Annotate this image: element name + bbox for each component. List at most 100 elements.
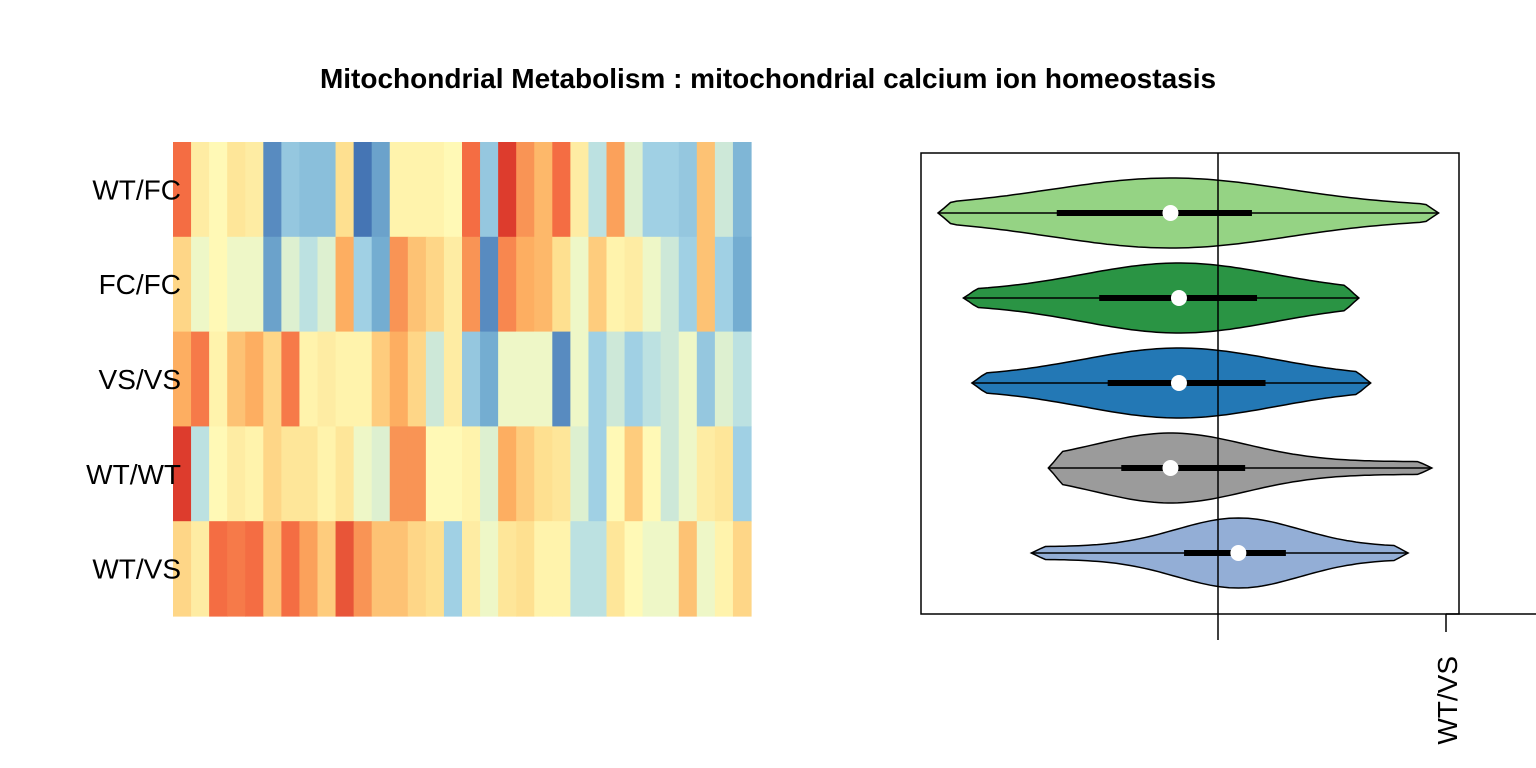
heatmap-cell xyxy=(624,236,644,333)
heatmap-cell xyxy=(642,236,662,333)
heatmap-cell xyxy=(173,142,192,238)
heatmap-cell xyxy=(606,142,626,238)
heatmap-cell xyxy=(173,426,192,522)
heatmap-cell xyxy=(660,521,680,617)
violin-wt-fc xyxy=(936,177,1440,249)
heatmap-cell xyxy=(714,331,734,427)
violin-vs-vs xyxy=(970,347,1372,419)
heatmap-cell xyxy=(245,521,264,617)
violin-median-point xyxy=(1162,205,1179,221)
heatmap-cell xyxy=(570,331,590,427)
heatmap-cell xyxy=(353,426,373,522)
heatmap-cell xyxy=(678,236,698,333)
heatmap-cell xyxy=(552,142,571,238)
heatmap-cell xyxy=(209,331,228,427)
heatmap-cell xyxy=(191,521,210,617)
heatmap-cell xyxy=(353,236,373,333)
heatmap-cell xyxy=(245,236,264,333)
heatmap-cell xyxy=(570,236,590,333)
heatmap-cell xyxy=(443,331,463,427)
heatmap-cell xyxy=(534,142,553,238)
heatmap-cell xyxy=(678,142,698,238)
heatmap-cell xyxy=(353,331,373,427)
heatmap-cell xyxy=(480,521,499,617)
heatmap-row-label: VS/VS xyxy=(99,364,181,395)
heatmap-cell xyxy=(335,331,355,427)
heatmap-cell xyxy=(425,521,445,617)
heatmap-cell xyxy=(353,142,373,238)
heatmap-cell xyxy=(552,331,571,427)
axis-tick-label: WT/VS xyxy=(1432,656,1463,745)
heatmap-cell xyxy=(245,426,264,522)
category-axis-ticks: WT/VS xyxy=(1432,614,1463,745)
heatmap-cell xyxy=(245,331,264,427)
heatmap-cell xyxy=(498,426,517,522)
heatmap-cell xyxy=(389,142,409,238)
heatmap-cell xyxy=(480,236,499,333)
heatmap-cell xyxy=(480,331,499,427)
heatmap-cell xyxy=(281,331,301,427)
heatmap-cell xyxy=(317,142,337,238)
heatmap-cell xyxy=(209,426,228,522)
heatmap-cell xyxy=(227,521,246,617)
heatmap-cell xyxy=(371,521,391,617)
heatmap-cell xyxy=(606,236,626,333)
heatmap-cell xyxy=(227,142,246,238)
heatmap-cell xyxy=(425,236,445,333)
heatmap-cell xyxy=(209,236,228,333)
heatmap-cell xyxy=(317,426,337,522)
violin-panel: WT/VS xyxy=(920,152,1536,745)
heatmap-cell xyxy=(407,331,427,427)
heatmap-cell xyxy=(678,521,698,617)
violin-median-point xyxy=(1162,460,1179,476)
heatmap-cell xyxy=(317,331,337,427)
heatmap-cell xyxy=(714,236,734,333)
heatmap-cell xyxy=(660,236,680,333)
heatmap-cell xyxy=(696,236,716,333)
heatmap-cell xyxy=(732,521,752,617)
heatmap-cell xyxy=(534,426,553,522)
heatmap-cell xyxy=(732,331,752,427)
heatmap-cell xyxy=(732,426,752,522)
chart-title: Mitochondrial Metabolism : mitochondrial… xyxy=(320,63,1216,94)
heatmap-cell xyxy=(462,142,481,238)
heatmap-cell xyxy=(660,426,680,522)
heatmap-cell xyxy=(498,521,517,617)
heatmap-cell xyxy=(714,521,734,617)
heatmap-cell xyxy=(263,142,282,238)
heatmap-row-label: WT/FC xyxy=(92,174,181,205)
heatmap-cell xyxy=(389,236,409,333)
heatmap-cell xyxy=(588,521,608,617)
heatmap-panel xyxy=(173,142,752,617)
heatmap-cell xyxy=(299,142,319,238)
heatmap-cell xyxy=(498,331,517,427)
heatmap-cell xyxy=(732,236,752,333)
heatmap-cell xyxy=(516,331,535,427)
violin-wt-wt xyxy=(1047,432,1434,504)
heatmap-cell xyxy=(443,426,463,522)
heatmap-cell xyxy=(624,331,644,427)
heatmap-row-label: WT/WT xyxy=(86,459,181,490)
heatmap-cell xyxy=(606,331,626,427)
heatmap-cell xyxy=(263,521,282,617)
heatmap-cell xyxy=(335,142,355,238)
heatmap-cell xyxy=(552,426,571,522)
heatmap-cell xyxy=(407,236,427,333)
heatmap-cell xyxy=(714,142,734,238)
heatmap-cell xyxy=(191,331,210,427)
heatmap-cell xyxy=(534,521,553,617)
heatmap-cell xyxy=(606,521,626,617)
heatmap-cell xyxy=(191,142,210,238)
heatmap-cell xyxy=(462,521,481,617)
heatmap-cell xyxy=(588,236,608,333)
heatmap-cell xyxy=(227,236,246,333)
heatmap-cell xyxy=(371,236,391,333)
heatmap-cell xyxy=(425,331,445,427)
violin-fc-fc xyxy=(962,262,1361,334)
heatmap-cell xyxy=(480,142,499,238)
heatmap-cell xyxy=(443,142,463,238)
heatmap-cell xyxy=(299,236,319,333)
heatmap-cell xyxy=(425,142,445,238)
heatmap-cell xyxy=(498,236,517,333)
